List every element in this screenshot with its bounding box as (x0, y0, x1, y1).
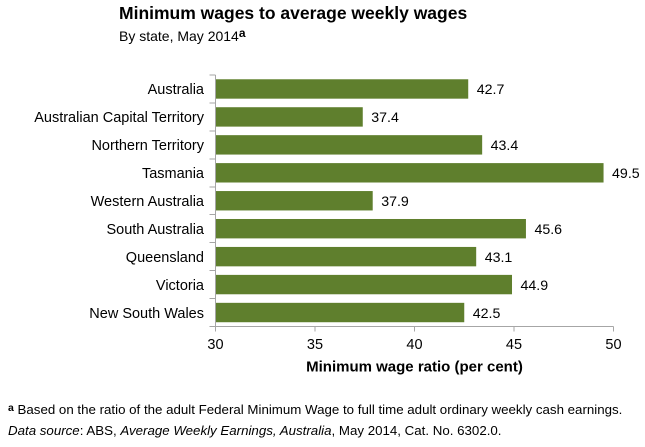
category-label-australian-capital-territory: Australian Capital Territory (34, 110, 205, 126)
bar-northern-territory (215, 135, 483, 155)
value-label-australian-capital-territory: 37.4 (371, 110, 399, 126)
footnote-marker: a (8, 402, 14, 414)
value-label-tasmania: 49.5 (612, 166, 640, 182)
bar-south-australia (215, 218, 526, 239)
bar-australia (215, 79, 469, 99)
value-label-queensland: 43.1 (485, 250, 513, 266)
bar-australian-capital-territory (215, 107, 363, 127)
chart-subtitle-footnote-marker: a (238, 25, 246, 40)
category-label-northern-territory: Northern Territory (91, 138, 204, 154)
x-tick-label-30: 30 (207, 337, 223, 353)
bar-western-australia (215, 191, 373, 211)
bar-queensland (215, 246, 477, 267)
category-label-western-australia: Western Australia (91, 194, 205, 210)
value-label-northern-territory: 43.4 (491, 138, 519, 154)
x-tick-label-45: 45 (506, 337, 522, 353)
x-tick-label-35: 35 (307, 337, 323, 353)
category-label-victoria: Victoria (156, 278, 205, 294)
bar-victoria (215, 274, 513, 295)
category-label-tasmania: Tasmania (142, 166, 205, 182)
footnote-text-segment: Average Weekly Earnings, Australia (120, 422, 332, 438)
x-axis-title: Minimum wage ratio (per cent) (306, 359, 523, 376)
value-label-south-australia: 45.6 (534, 222, 562, 238)
x-tick-label-40: 40 (406, 337, 422, 353)
footnote-2: Data source: ABS, Average Weekly Earning… (8, 423, 645, 438)
chart-title: Minimum wages to average weekly wages (119, 2, 468, 23)
chart-subtitle: By state, May 2014a (119, 25, 246, 44)
category-label-queensland: Queensland (126, 250, 204, 266)
category-label-new-south-wales: New South Wales (89, 306, 204, 322)
value-label-new-south-wales: 42.5 (473, 306, 501, 322)
footnote-text-segment: , May 2014, Cat. No. 6302.0. (331, 422, 502, 438)
x-tick-label-50: 50 (605, 337, 621, 353)
footnotes: a Based on the ratio of the adult Federa… (8, 402, 645, 443)
value-label-australia: 42.7 (477, 82, 505, 98)
value-label-western-australia: 37.9 (381, 194, 409, 210)
footnote-text-segment: Based on the ratio of the adult Federal … (13, 402, 623, 417)
category-label-australia: Australia (148, 82, 205, 98)
category-label-south-australia: South Australia (106, 222, 204, 238)
footnote-text-segment: : ABS, (79, 422, 121, 438)
value-label-victoria: 44.9 (521, 278, 549, 294)
bar-new-south-wales (215, 302, 465, 323)
footnote-text-segment: Data source (8, 422, 80, 438)
chart-subtitle-text: By state, May 2014 (119, 27, 239, 44)
footnote-1: a Based on the ratio of the adult Federa… (8, 402, 645, 417)
bar-tasmania (215, 163, 604, 183)
